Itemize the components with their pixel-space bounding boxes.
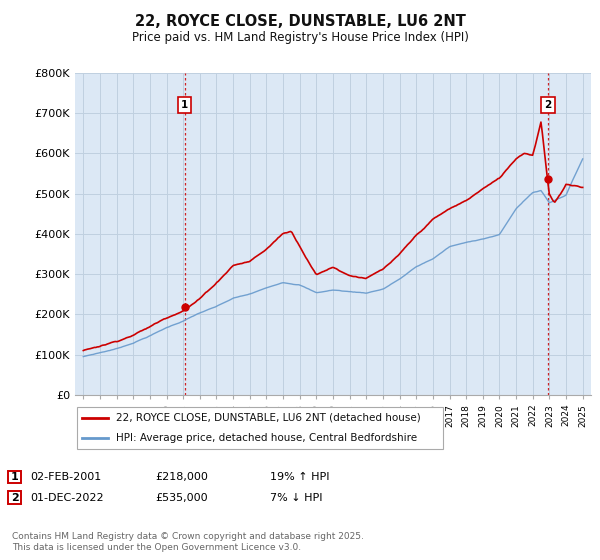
Text: £535,000: £535,000 bbox=[155, 493, 208, 502]
Text: Contains HM Land Registry data © Crown copyright and database right 2025.
This d: Contains HM Land Registry data © Crown c… bbox=[12, 532, 364, 552]
Text: HPI: Average price, detached house, Central Bedfordshire: HPI: Average price, detached house, Cent… bbox=[116, 433, 417, 443]
Text: 1: 1 bbox=[11, 472, 19, 482]
Text: 22, ROYCE CLOSE, DUNSTABLE, LU6 2NT: 22, ROYCE CLOSE, DUNSTABLE, LU6 2NT bbox=[134, 14, 466, 29]
Text: 19% ↑ HPI: 19% ↑ HPI bbox=[270, 472, 329, 482]
FancyBboxPatch shape bbox=[8, 492, 21, 504]
Text: 7% ↓ HPI: 7% ↓ HPI bbox=[270, 493, 323, 502]
Text: 22, ROYCE CLOSE, DUNSTABLE, LU6 2NT (detached house): 22, ROYCE CLOSE, DUNSTABLE, LU6 2NT (det… bbox=[116, 413, 421, 423]
Text: £218,000: £218,000 bbox=[155, 472, 208, 482]
Text: 2: 2 bbox=[544, 100, 551, 110]
Text: Price paid vs. HM Land Registry's House Price Index (HPI): Price paid vs. HM Land Registry's House … bbox=[131, 31, 469, 44]
Text: 02-FEB-2001: 02-FEB-2001 bbox=[30, 472, 101, 482]
Text: 01-DEC-2022: 01-DEC-2022 bbox=[30, 493, 104, 502]
FancyBboxPatch shape bbox=[77, 407, 443, 449]
FancyBboxPatch shape bbox=[8, 470, 21, 483]
Text: 1: 1 bbox=[181, 100, 188, 110]
Text: 2: 2 bbox=[11, 493, 19, 502]
